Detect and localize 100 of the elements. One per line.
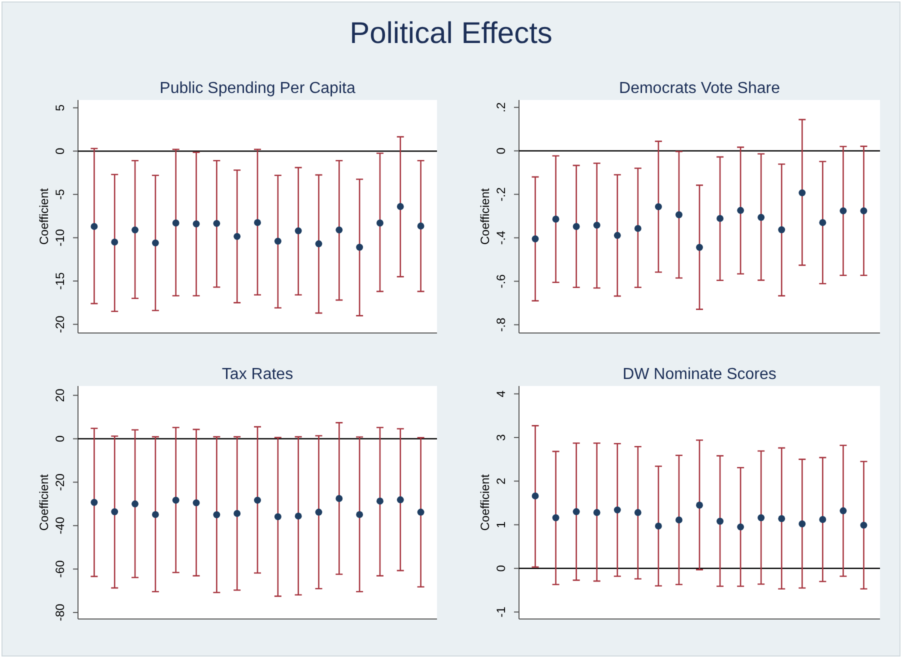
chart-title: DW Nominate Scores: [622, 366, 776, 383]
y-tick-label: 3: [494, 434, 508, 441]
point: [758, 514, 765, 522]
point: [336, 226, 343, 234]
y-axis-title: Coefficient: [37, 188, 51, 245]
y-tick-label: 0: [494, 564, 508, 572]
y-tick-label: 1: [494, 521, 508, 528]
point: [192, 220, 200, 228]
point: [634, 509, 642, 516]
point: [376, 220, 384, 226]
point: [675, 211, 682, 218]
y-tick-label: -20: [53, 315, 67, 334]
point: [111, 238, 118, 246]
y-tick-label: .2: [494, 102, 508, 112]
point: [396, 496, 404, 504]
point: [634, 224, 642, 232]
point: [234, 232, 241, 240]
point: [274, 238, 282, 245]
point: [213, 511, 220, 518]
point: [294, 227, 302, 234]
point: [840, 507, 847, 514]
point: [654, 203, 662, 210]
point: [593, 509, 600, 516]
y-tick-label: 20: [53, 388, 67, 402]
y-axis-title: Coefficient: [478, 188, 492, 245]
point: [654, 522, 662, 530]
y-tick-label: -80: [53, 603, 67, 622]
point: [614, 232, 621, 239]
point: [532, 492, 539, 500]
point: [696, 502, 703, 509]
point: [572, 508, 580, 516]
point: [111, 508, 118, 516]
point: [417, 222, 424, 230]
y-tick-label: -.6: [494, 274, 508, 288]
point: [860, 522, 868, 529]
y-axis-title: Coefficient: [37, 474, 51, 531]
point: [614, 506, 621, 514]
point: [315, 240, 322, 248]
y-tick-label: -.2: [494, 187, 508, 202]
point: [737, 206, 744, 214]
point: [716, 214, 724, 222]
point: [192, 499, 200, 506]
y-tick-label: 4: [494, 390, 508, 398]
point: [798, 189, 806, 196]
text: Political Effects: [350, 17, 552, 50]
point: [315, 508, 322, 516]
point: [213, 220, 220, 227]
point: [593, 222, 600, 229]
point: [254, 496, 261, 504]
point: [798, 520, 806, 528]
chart-title: Democrats Vote Share: [619, 80, 780, 97]
point: [758, 214, 765, 221]
point: [90, 498, 98, 506]
point: [860, 207, 868, 214]
point: [572, 223, 580, 230]
point: [132, 500, 139, 508]
point: [336, 495, 343, 502]
point: [376, 498, 384, 505]
point: [356, 511, 364, 518]
point: [294, 512, 302, 520]
point: [552, 216, 560, 223]
point: [172, 220, 180, 226]
point: [552, 514, 560, 522]
point: [675, 516, 682, 524]
point: [356, 244, 364, 251]
point: [819, 516, 826, 523]
point: [417, 508, 424, 516]
point: [152, 239, 159, 246]
point: [696, 244, 703, 251]
y-tick-label: 5: [53, 104, 67, 112]
y-tick-label: 0: [494, 147, 508, 154]
point: [716, 518, 724, 525]
chart-title: Tax Rates: [222, 366, 294, 383]
y-tick-label: -20: [53, 473, 67, 491]
y-tick-label: -5: [53, 188, 67, 200]
y-tick-label: 2: [494, 477, 508, 484]
point: [90, 222, 98, 230]
y-tick-label: -.4: [494, 230, 508, 245]
y-tick-label: -10: [53, 228, 67, 246]
point: [172, 496, 180, 504]
y-tick-label: -.8: [494, 317, 508, 332]
point: [840, 207, 847, 214]
y-tick-label: 0: [53, 147, 67, 154]
point: [737, 523, 744, 530]
point: [819, 219, 826, 226]
point: [254, 219, 261, 226]
point: [778, 226, 786, 234]
y-axis-title: Coefficient: [478, 474, 492, 531]
y-tick-label: -40: [53, 516, 67, 534]
point: [132, 226, 139, 234]
y-tick-label: -15: [53, 272, 67, 290]
point: [778, 515, 786, 522]
point: [396, 203, 404, 210]
y-tick-label: -1: [494, 606, 508, 618]
point: [152, 511, 159, 518]
chart-title: Public Spending Per Capita: [160, 80, 356, 97]
point: [234, 510, 241, 517]
y-tick-label: 0: [53, 435, 67, 442]
point: [532, 235, 539, 242]
point: [274, 513, 282, 520]
